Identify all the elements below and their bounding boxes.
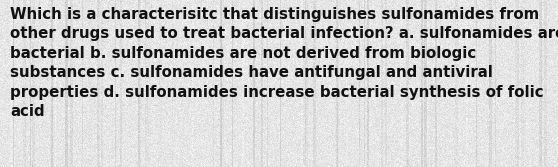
Text: Which is a characterisitc that distinguishes sulfonamides from
other drugs used : Which is a characterisitc that distingui… — [10, 7, 558, 119]
